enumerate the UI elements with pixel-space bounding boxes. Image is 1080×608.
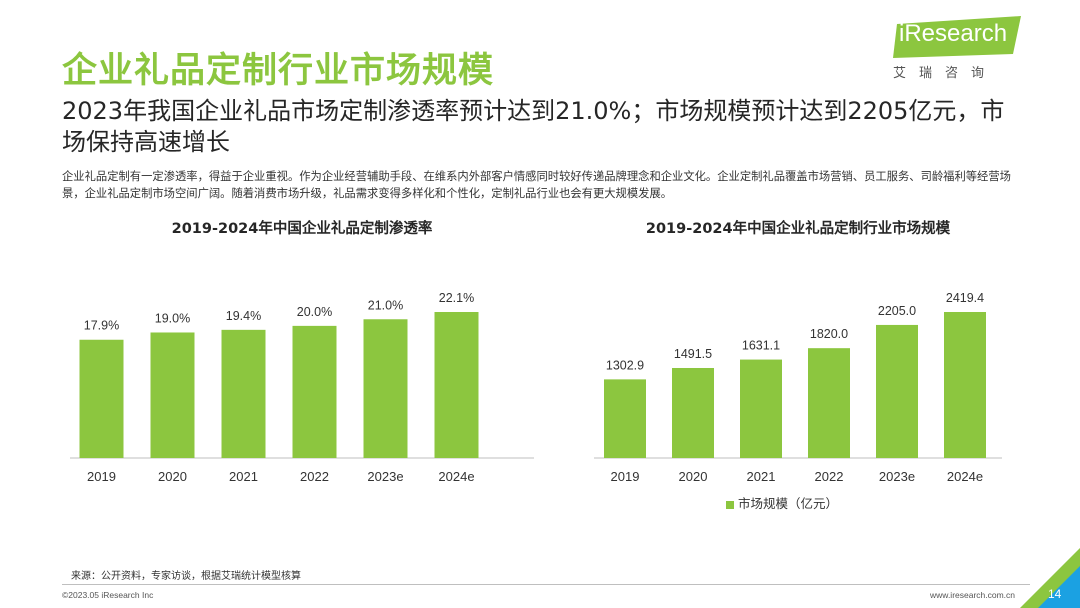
legend-swatch <box>726 500 734 509</box>
chart2-bar-2023e <box>876 324 918 458</box>
chart2-value-label: 2419.4 <box>946 291 984 305</box>
corner-decoration <box>1020 548 1080 608</box>
chart1-value-label: 21.0% <box>368 298 403 312</box>
chart2-bar-2022 <box>808 348 850 458</box>
chart2-value-label: 1631.1 <box>742 339 780 353</box>
chart1-x-label: 2020 <box>158 469 187 484</box>
chart1-value-label: 19.4% <box>226 309 261 323</box>
chart1-bar-2021 <box>221 329 266 458</box>
website-link[interactable]: www.iresearch.com.cn <box>930 590 1016 600</box>
chart1-title: 2019-2024年中国企业礼品定制渗透率 <box>171 221 433 237</box>
chart2-value-label: 1302.9 <box>606 358 644 372</box>
chart2-bar-2021 <box>740 359 782 458</box>
chart2-value-label: 1491.5 <box>674 347 712 361</box>
chart2-x-label: 2024e <box>947 469 983 484</box>
chart1-x-label: 2021 <box>229 469 258 484</box>
iresearch-logo: iResearch 艾瑞咨询 <box>893 14 1028 86</box>
page-number: 14 <box>1048 587 1062 601</box>
chart2-value-label: 1820.0 <box>810 327 848 341</box>
penetration-rate-chart: 17.9% 2019 19.0% 2020 19.4% 2021 20.0% 2022 21.0… <box>70 291 534 484</box>
chart1-x-label: 2022 <box>300 469 329 484</box>
description-text: 企业礼品定制有一定渗透率，得益于企业重视。作为企业经营辅助手段、在维系内外部客户… <box>62 170 1011 200</box>
chart2-value-label: 2205.0 <box>878 304 916 318</box>
chart2-x-label: 2022 <box>815 469 844 484</box>
logo-subtext: 艾瑞咨询 <box>893 66 998 81</box>
page-title: 企业礼品定制行业市场规模 <box>62 51 495 91</box>
source-note: 来源：公开资料，专家访谈，根据艾瑞统计模型核算 <box>71 571 301 582</box>
page-subtitle: 2023年我国企业礼品市场定制渗透率预计达到21.0%；市场规模预计达到2205… <box>62 97 1005 156</box>
copyright: ©2023.05 iResearch Inc <box>62 590 154 600</box>
chart1-value-label: 19.0% <box>155 311 190 325</box>
legend-label: 市场规模（亿元） <box>738 496 839 511</box>
chart1-value-label: 22.1% <box>439 291 474 305</box>
chart1-bar-2019 <box>79 339 124 458</box>
chart1-value-label: 20.0% <box>297 305 332 319</box>
chart2-bar-2020 <box>672 367 714 458</box>
chart1-value-label: 17.9% <box>84 319 119 333</box>
market-size-chart: 1302.9 2019 1491.5 2020 1631.1 2021 1820.0 2022… <box>594 291 1002 484</box>
chart1-bar-2024e <box>434 312 479 458</box>
chart1-x-label: 2024e <box>438 469 474 484</box>
chart2-x-label: 2019 <box>611 469 640 484</box>
chart2-x-label: 2023e <box>879 469 915 484</box>
chart1-bar-2023e <box>363 319 408 458</box>
chart2-x-label: 2021 <box>747 469 776 484</box>
chart2-title: 2019-2024年中国企业礼品定制行业市场规模 <box>645 221 951 237</box>
chart1-x-label: 2019 <box>87 469 116 484</box>
chart1-bar-2022 <box>292 325 337 458</box>
chart2-bar-2024e <box>944 312 986 458</box>
logo-badge-shape <box>893 16 1021 58</box>
chart2-legend: 市场规模（亿元） <box>726 493 838 512</box>
footer-divider <box>62 584 1030 585</box>
logo-text: iResearch <box>899 20 1008 47</box>
chart1-x-label: 2023e <box>367 469 403 484</box>
chart2-x-label: 2020 <box>679 469 708 484</box>
chart1-bar-2020 <box>150 332 195 458</box>
chart2-bar-2019 <box>604 379 646 458</box>
